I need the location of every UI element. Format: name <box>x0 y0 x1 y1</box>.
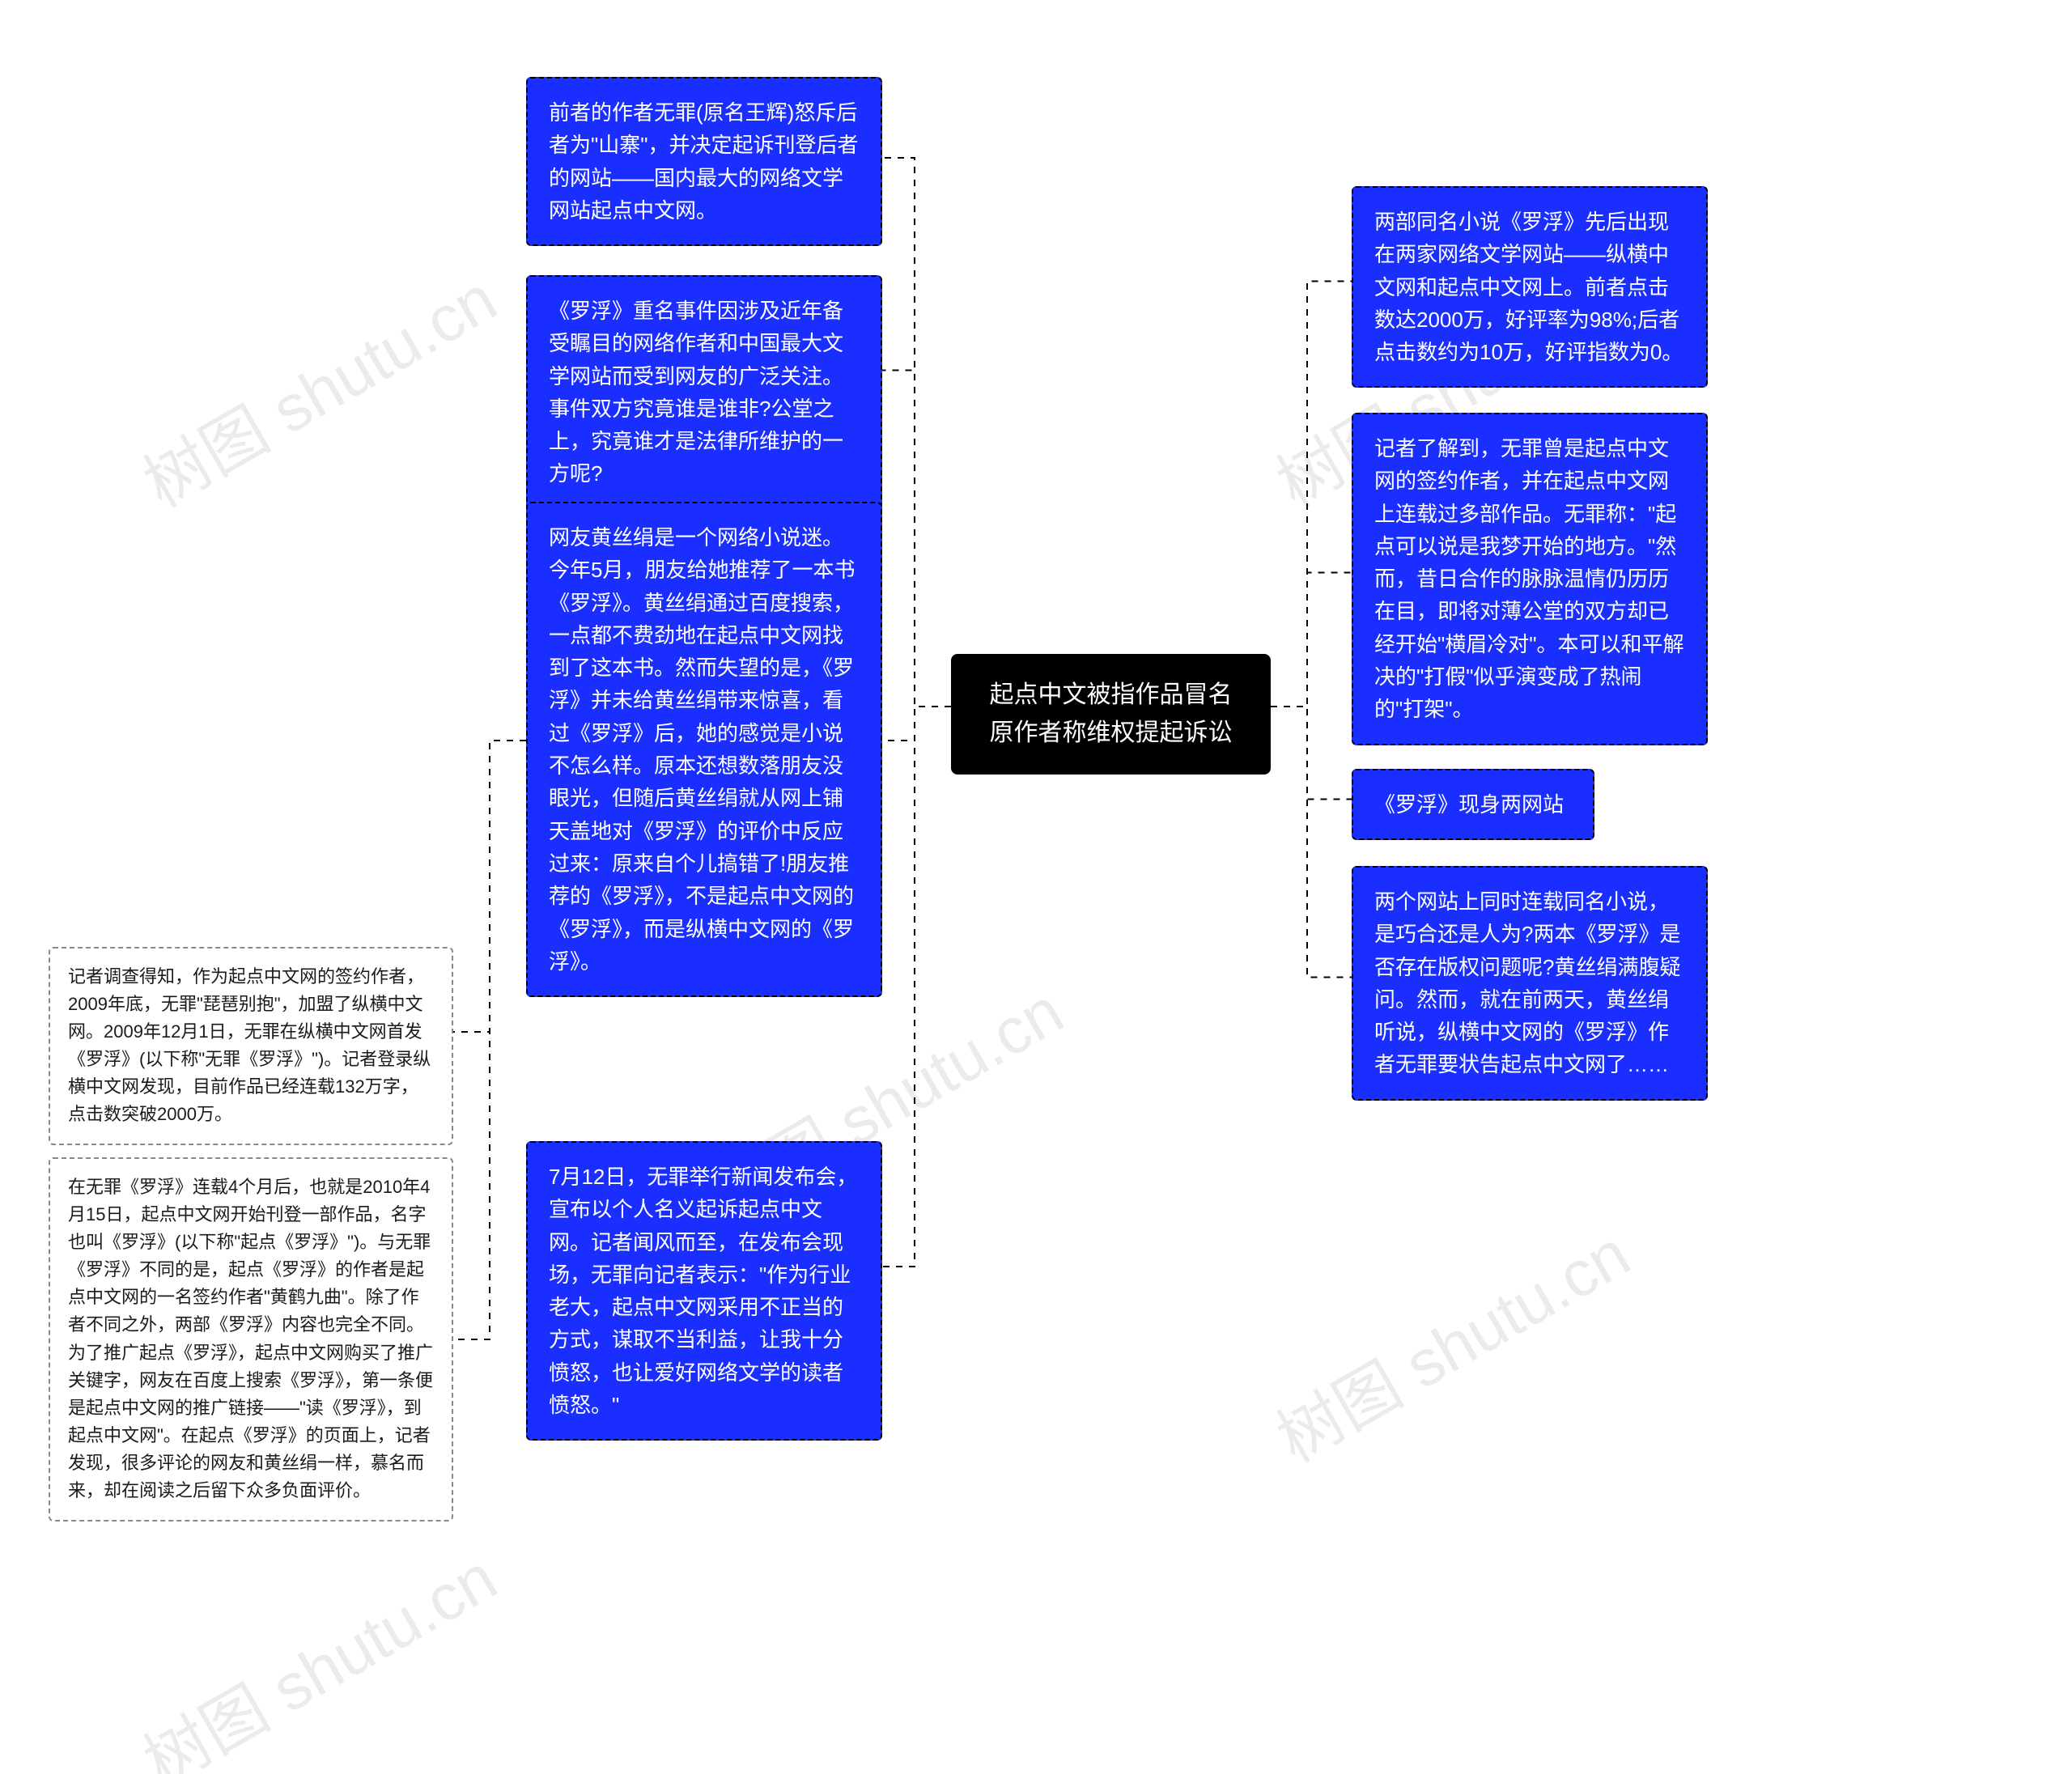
mindmap-canvas: 树图 shutu.cn 树图 shutu.cn 树图 shutu.cn 树图 s… <box>0 0 2072 1774</box>
left-node-1[interactable]: 前者的作者无罪(原名王辉)怒斥后者为"山寨"，并决定起诉刊登后者的网站——国内最… <box>526 77 882 246</box>
watermark: 树图 shutu.cn <box>124 248 511 526</box>
right-node-4[interactable]: 两个网站上同时连载同名小说，是巧合还是人为?两本《罗浮》是否存在版权问题呢?黄丝… <box>1352 866 1708 1101</box>
right-node-2[interactable]: 记者了解到，无罪曾是起点中文网的签约作者，并在起点中文网上连载过多部作品。无罪称… <box>1352 413 1708 745</box>
watermark: 树图 shutu.cn <box>1257 1203 1644 1481</box>
left-subnode-1[interactable]: 记者调查得知，作为起点中文网的签约作者，2009年底，无罪"琵琶别抱"，加盟了纵… <box>49 947 453 1145</box>
right-node-3[interactable]: 《罗浮》现身两网站 <box>1352 769 1594 840</box>
right-node-1[interactable]: 两部同名小说《罗浮》先后出现在两家网络文学网站——纵横中文网和起点中文网上。前者… <box>1352 186 1708 388</box>
left-subnode-2[interactable]: 在无罪《罗浮》连载4个月后，也就是2010年4月15日，起点中文网开始刊登一部作… <box>49 1157 453 1521</box>
left-node-2[interactable]: 《罗浮》重名事件因涉及近年备受瞩目的网络作者和中国最大文学网站而受到网友的广泛关… <box>526 275 882 510</box>
center-topic[interactable]: 起点中文被指作品冒名 原作者称维权提起诉讼 <box>951 654 1271 775</box>
left-node-3[interactable]: 网友黄丝绢是一个网络小说迷。今年5月，朋友给她推荐了一本书《罗浮》。黄丝绢通过百… <box>526 502 882 997</box>
left-node-4[interactable]: 7月12日，无罪举行新闻发布会，宣布以个人名义起诉起点中文网。记者闻风而至，在发… <box>526 1141 882 1441</box>
watermark: 树图 shutu.cn <box>124 1527 511 1774</box>
